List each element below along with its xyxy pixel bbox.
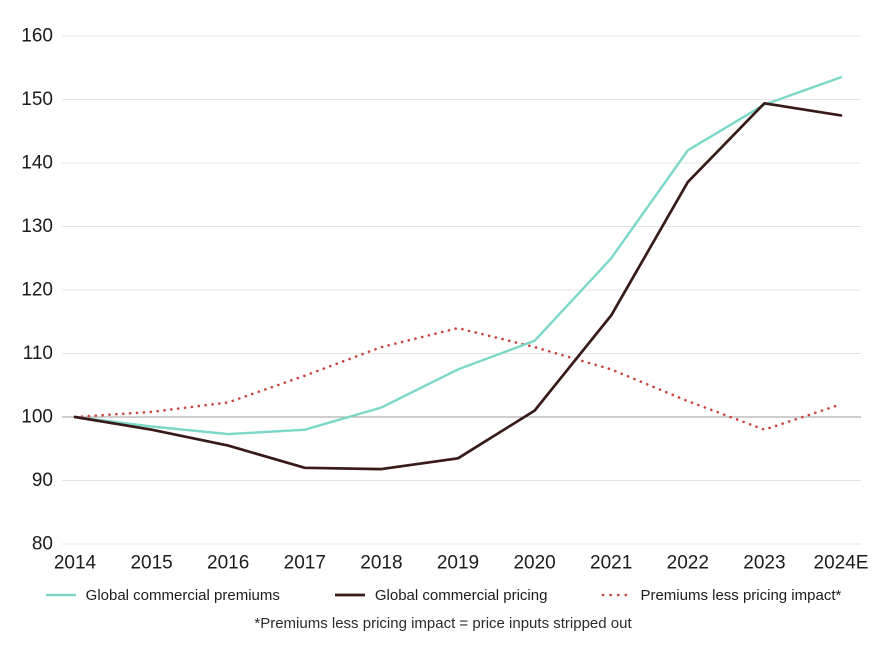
y-tick-label: 130 xyxy=(21,216,53,237)
legend-item-premiums-less-pricing: Premiums less pricing impact* xyxy=(601,587,841,604)
premiums-line-swatch xyxy=(45,593,76,597)
x-tick-label: 2016 xyxy=(207,553,249,574)
y-tick-label: 110 xyxy=(23,343,53,364)
x-tick-label: 2020 xyxy=(513,553,555,574)
x-tick-label: 2015 xyxy=(130,553,172,574)
legend-label-premiums-less-pricing: Premiums less pricing impact* xyxy=(640,586,842,604)
line-chart-plot: 80 90 100 110 120 130 140 150 160 2014 2015 2016 201… xyxy=(21,26,869,574)
premiums-less-pricing-dotted-swatch xyxy=(602,593,632,597)
series-line-pricing xyxy=(73,101,843,471)
x-tick-label: 2017 xyxy=(284,553,326,574)
y-tick-label: 80 xyxy=(32,534,53,555)
chart-legend: Global commercial premiums Global commer… xyxy=(0,584,886,606)
x-tick-label: 2019 xyxy=(437,553,479,574)
series-line-premiums xyxy=(73,76,843,436)
legend-item-pricing: Global commercial pricing xyxy=(334,586,548,604)
legend-label-premiums: Global commercial premiums xyxy=(85,586,280,604)
y-tick-label: 150 xyxy=(21,89,53,110)
x-tick-label: 2023 xyxy=(743,553,785,574)
x-tick-label: 2024E xyxy=(814,553,869,574)
y-tick-label: 140 xyxy=(21,153,53,174)
legend-label-pricing: Global commercial pricing xyxy=(374,586,548,604)
series-line-premiums-less-pricing-impact xyxy=(73,326,843,432)
y-tick-label: 160 xyxy=(21,26,53,47)
x-tick-label: 2014 xyxy=(54,553,97,574)
pricing-line-swatch xyxy=(334,593,365,597)
chart-footnote: *Premiums less pricing impact = price in… xyxy=(254,615,632,632)
y-tick-label: 100 xyxy=(21,407,53,428)
legend-item-premiums: Global commercial premiums xyxy=(45,587,280,604)
x-tick-label: 2022 xyxy=(667,553,709,574)
y-tick-label: 90 xyxy=(32,470,53,491)
y-tick-label: 120 xyxy=(21,280,53,301)
x-tick-label: 2021 xyxy=(590,553,632,574)
x-tick-label: 2018 xyxy=(360,553,402,574)
